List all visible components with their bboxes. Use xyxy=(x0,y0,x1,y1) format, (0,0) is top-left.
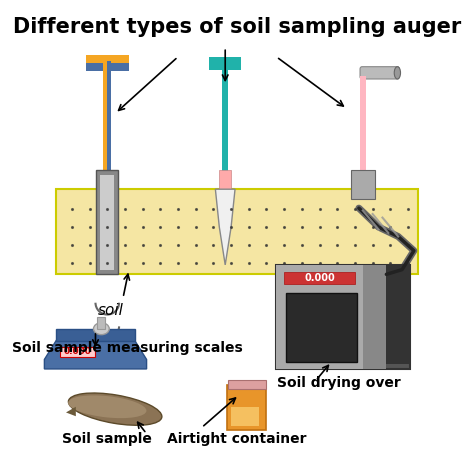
FancyBboxPatch shape xyxy=(284,272,355,284)
FancyBboxPatch shape xyxy=(386,265,410,364)
Text: soil: soil xyxy=(98,303,124,318)
FancyBboxPatch shape xyxy=(210,57,241,64)
FancyBboxPatch shape xyxy=(222,64,228,175)
FancyBboxPatch shape xyxy=(100,175,114,270)
FancyBboxPatch shape xyxy=(276,265,410,369)
Polygon shape xyxy=(215,189,235,265)
Polygon shape xyxy=(45,341,146,369)
FancyBboxPatch shape xyxy=(351,170,374,199)
FancyBboxPatch shape xyxy=(231,407,259,426)
FancyBboxPatch shape xyxy=(219,170,231,189)
FancyBboxPatch shape xyxy=(98,317,105,329)
Text: Different types of soil sampling auger: Different types of soil sampling auger xyxy=(13,17,461,36)
FancyBboxPatch shape xyxy=(360,76,366,175)
FancyBboxPatch shape xyxy=(286,293,357,362)
FancyBboxPatch shape xyxy=(56,189,418,274)
FancyBboxPatch shape xyxy=(86,63,129,71)
FancyBboxPatch shape xyxy=(227,385,266,430)
Ellipse shape xyxy=(68,393,162,425)
Text: Soil sample measuring scales: Soil sample measuring scales xyxy=(11,341,242,355)
FancyBboxPatch shape xyxy=(210,64,241,70)
Text: 0.000: 0.000 xyxy=(304,272,335,283)
FancyBboxPatch shape xyxy=(103,61,107,175)
Text: 0.000: 0.000 xyxy=(64,347,92,357)
FancyBboxPatch shape xyxy=(276,265,363,369)
FancyBboxPatch shape xyxy=(96,170,118,274)
FancyBboxPatch shape xyxy=(60,347,95,357)
FancyBboxPatch shape xyxy=(86,55,129,64)
FancyBboxPatch shape xyxy=(276,265,386,369)
FancyBboxPatch shape xyxy=(360,67,400,79)
Text: Soil sample: Soil sample xyxy=(63,432,152,446)
Text: Airtight container: Airtight container xyxy=(167,432,307,446)
FancyBboxPatch shape xyxy=(107,61,111,175)
Ellipse shape xyxy=(93,323,109,335)
FancyBboxPatch shape xyxy=(228,380,266,389)
Text: Soil drying over: Soil drying over xyxy=(277,376,401,390)
Ellipse shape xyxy=(68,395,146,418)
Polygon shape xyxy=(66,407,76,416)
Ellipse shape xyxy=(394,67,401,79)
FancyBboxPatch shape xyxy=(56,329,135,341)
